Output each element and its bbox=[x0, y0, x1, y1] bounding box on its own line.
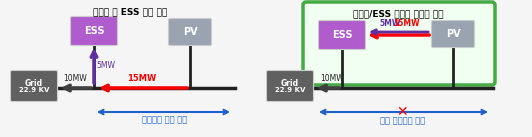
FancyBboxPatch shape bbox=[169, 18, 212, 45]
Text: ✕: ✕ bbox=[397, 105, 409, 119]
Text: PV: PV bbox=[446, 29, 460, 39]
Text: 15MW: 15MW bbox=[127, 74, 156, 83]
Text: ESS: ESS bbox=[332, 30, 352, 40]
Text: 5MW: 5MW bbox=[380, 19, 401, 28]
Text: 태양광/ESS 일체형 시스템 연계: 태양광/ESS 일체형 시스템 연계 bbox=[353, 9, 443, 18]
Text: 선로 혼잡구간 없음: 선로 혼잡구간 없음 bbox=[380, 116, 425, 125]
FancyBboxPatch shape bbox=[319, 21, 365, 49]
Text: 5MW: 5MW bbox=[96, 62, 115, 71]
FancyBboxPatch shape bbox=[303, 2, 495, 85]
Text: 10MW: 10MW bbox=[320, 74, 344, 83]
Text: Grid: Grid bbox=[281, 79, 299, 89]
Text: PV: PV bbox=[182, 27, 197, 37]
Text: 혼잡선로 구간 발생: 혼잡선로 구간 발생 bbox=[142, 115, 187, 124]
FancyBboxPatch shape bbox=[11, 71, 57, 102]
Text: 22.9 KV: 22.9 KV bbox=[19, 87, 49, 93]
FancyBboxPatch shape bbox=[431, 21, 475, 48]
FancyBboxPatch shape bbox=[71, 16, 118, 45]
Text: Grid: Grid bbox=[25, 79, 43, 89]
Text: 15MW: 15MW bbox=[393, 19, 420, 28]
Text: 10MW: 10MW bbox=[63, 74, 87, 83]
FancyBboxPatch shape bbox=[267, 71, 313, 102]
Text: ESS: ESS bbox=[84, 26, 104, 36]
Text: 태양광 및 ESS 개별 연계: 태양광 및 ESS 개별 연계 bbox=[93, 7, 167, 16]
Text: 22.9 KV: 22.9 KV bbox=[275, 87, 305, 93]
